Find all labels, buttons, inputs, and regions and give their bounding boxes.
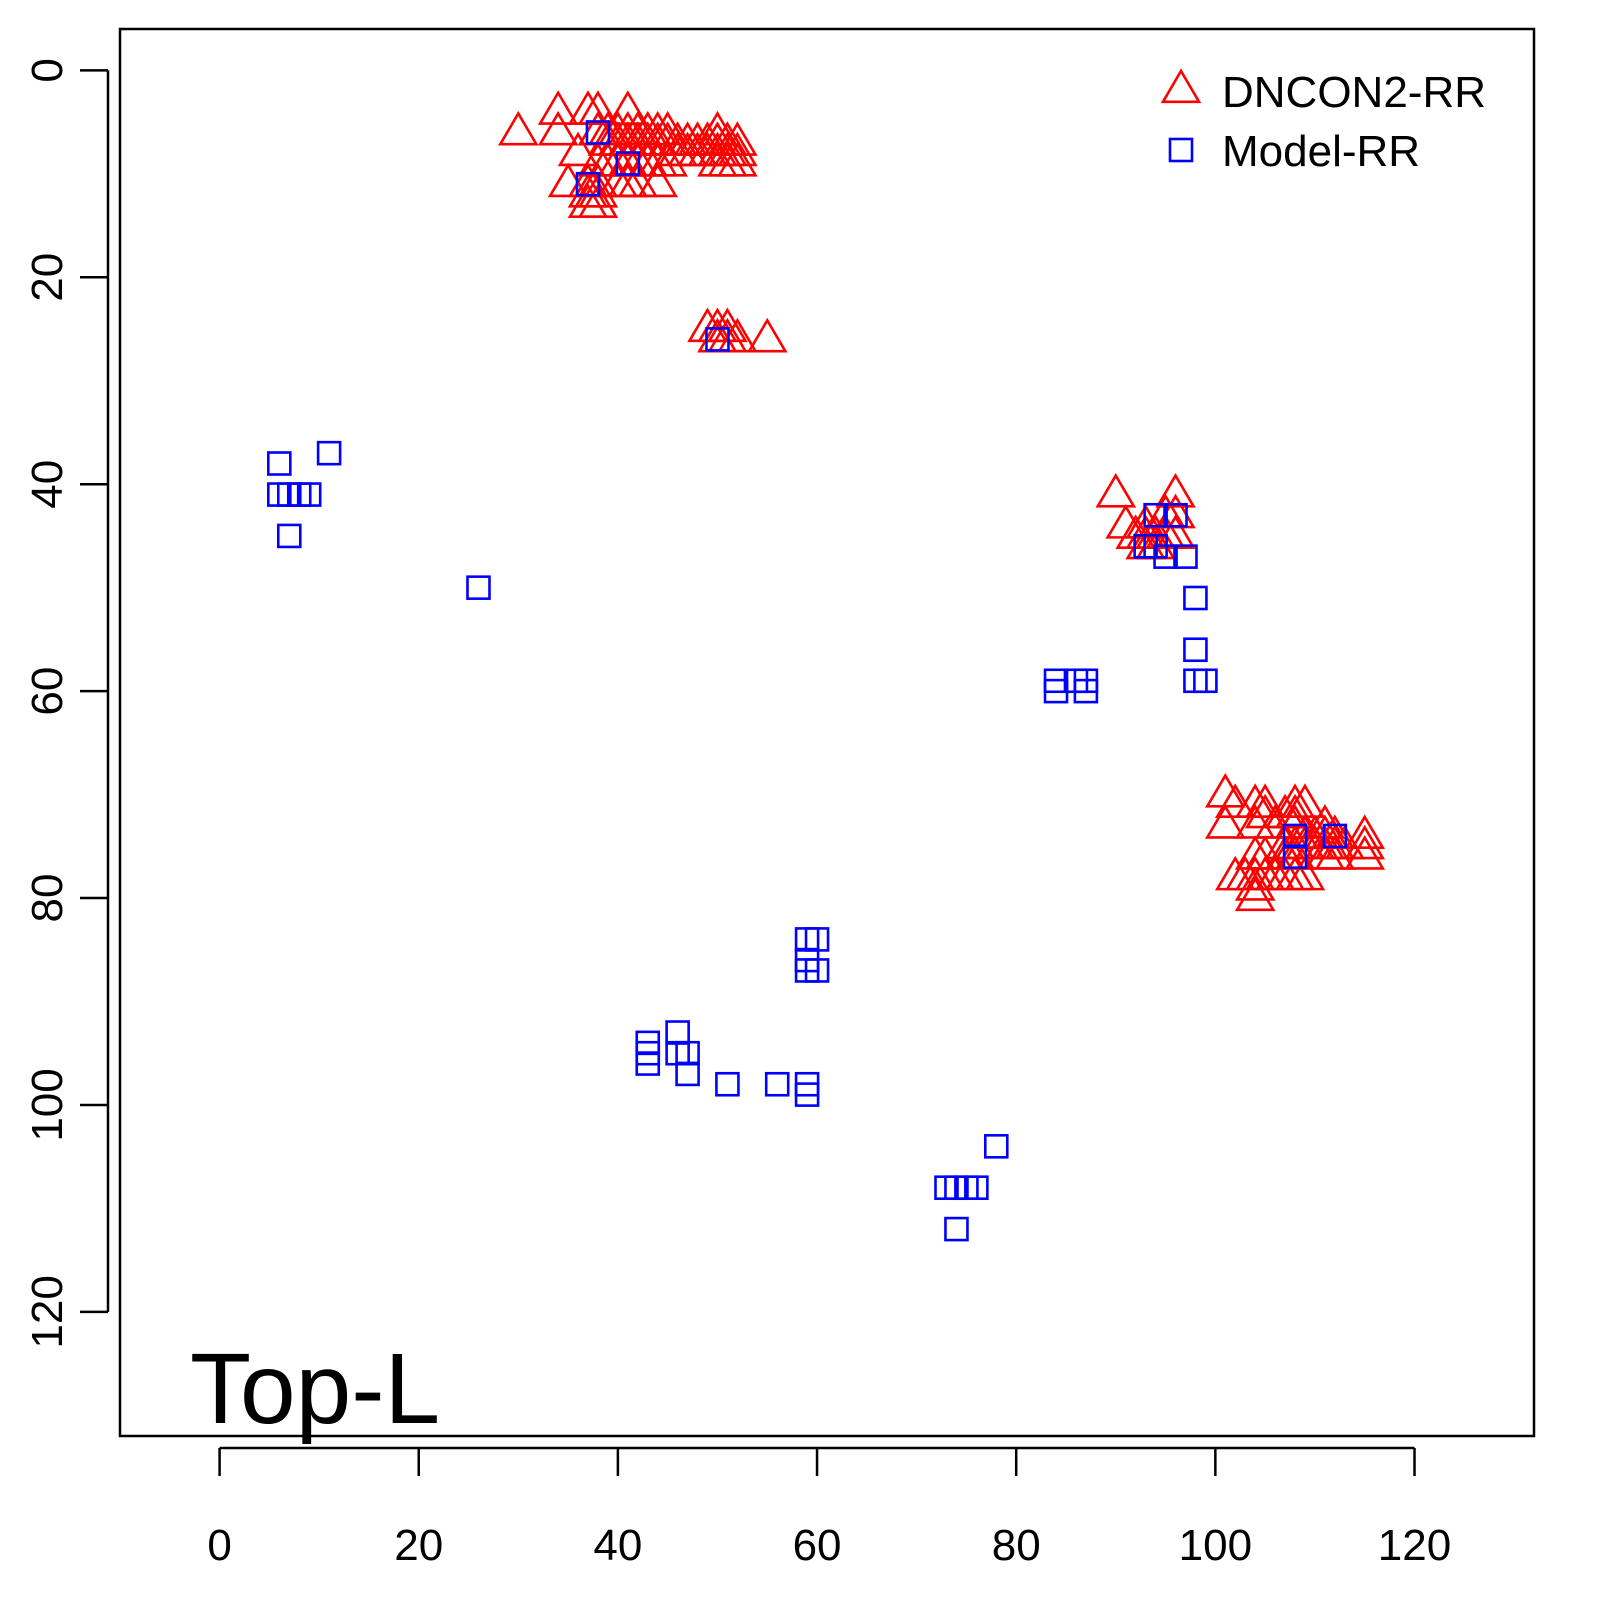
data-point-square — [1073, 678, 1099, 704]
data-point-triangle — [557, 131, 599, 167]
data-point-square — [276, 523, 302, 549]
data-point-square — [267, 451, 292, 476]
data-point-triangle — [637, 162, 679, 198]
data-point-triangle — [1284, 855, 1326, 891]
data-point-square — [615, 151, 641, 176]
data-point-square — [675, 1040, 700, 1066]
data-point-triangle — [1344, 824, 1386, 860]
data-point-square — [316, 440, 342, 466]
data-point-square — [715, 1071, 740, 1097]
data-point-square — [705, 327, 730, 352]
x-tick-label: 20 — [394, 1521, 443, 1570]
data-point-square — [1322, 823, 1348, 849]
data-point-triangle — [1244, 835, 1286, 870]
data-point-triangle — [1214, 783, 1256, 818]
x-tick-label: 80 — [992, 1521, 1041, 1570]
plot-frame — [118, 27, 1536, 1438]
y-axis: 0 20 40 60 80 100 120 — [23, 58, 110, 1349]
series-dncon2-rr — [497, 90, 1386, 912]
y-tick-label: 40 — [23, 460, 72, 509]
legend: DNCON2-RR Model-RR — [1160, 68, 1486, 176]
data-point-square — [1173, 544, 1198, 569]
data-point-triangle — [547, 162, 589, 198]
y-tick-label: 120 — [23, 1275, 72, 1348]
x-tick-label: 60 — [793, 1521, 842, 1570]
x-tick-label: 0 — [207, 1521, 231, 1570]
x-tick-label: 40 — [593, 1521, 642, 1570]
data-point-square — [575, 171, 601, 197]
data-point-triangle — [497, 110, 539, 146]
legend-marker-model-rr — [1168, 137, 1194, 163]
data-point-square — [964, 1175, 989, 1201]
data-point-triangle — [717, 141, 758, 177]
data-point-triangle — [617, 162, 659, 198]
data-point-square — [983, 1134, 1009, 1159]
data-point-triangle — [1244, 793, 1286, 829]
panel-annotation: Top-L — [190, 1333, 440, 1445]
y-tick-label: 20 — [23, 253, 72, 302]
data-point-triangle — [1244, 783, 1286, 818]
data-series — [267, 90, 1386, 1242]
data-point-triangle — [1324, 824, 1366, 860]
x-tick-label: 120 — [1378, 1521, 1451, 1570]
data-point-square — [1282, 823, 1308, 849]
data-point-triangle — [1155, 472, 1196, 508]
data-point-triangle — [537, 110, 579, 146]
data-point-square — [804, 958, 830, 983]
y-tick-label: 100 — [23, 1068, 72, 1141]
data-point-square — [1193, 668, 1218, 694]
series-model-rr — [267, 120, 1348, 1242]
data-point-triangle — [1234, 866, 1276, 901]
data-point-triangle — [537, 90, 579, 125]
x-tick-label: 100 — [1179, 1521, 1252, 1570]
data-point-square — [675, 1061, 700, 1087]
data-point-square — [585, 120, 611, 145]
data-point-triangle — [577, 90, 619, 125]
data-point-triangle — [647, 121, 688, 156]
y-tick-label: 60 — [23, 667, 72, 716]
data-point-triangle — [717, 131, 758, 167]
data-point-square — [1143, 502, 1168, 528]
y-tick-label: 80 — [23, 874, 72, 923]
data-point-triangle — [1095, 472, 1137, 508]
data-point-square — [1282, 844, 1308, 869]
data-point-triangle — [1314, 835, 1356, 870]
data-point-square — [635, 1051, 661, 1076]
data-point-square — [665, 1020, 690, 1045]
data-point-square — [466, 575, 491, 600]
data-point-triangle — [1344, 835, 1386, 870]
y-tick-label: 0 — [23, 58, 72, 82]
data-point-triangle — [1254, 804, 1296, 839]
data-point-square — [1163, 502, 1188, 528]
data-point-triangle — [577, 183, 619, 218]
x-axis: 0 20 40 60 80 100 120 — [207, 1446, 1451, 1570]
data-point-square — [944, 1216, 969, 1242]
data-point-triangle — [1234, 876, 1276, 912]
data-point-triangle — [1105, 504, 1147, 539]
data-point-square — [1153, 544, 1178, 569]
legend-label-dncon2-rr: DNCON2-RR — [1222, 68, 1486, 117]
data-point-square — [764, 1071, 790, 1097]
data-point-triangle — [717, 121, 758, 156]
data-point-square — [1183, 637, 1208, 663]
legend-square-icon — [1168, 137, 1194, 163]
data-point-square — [296, 482, 322, 507]
data-point-triangle — [746, 317, 788, 353]
legend-label-model-rr: Model-RR — [1222, 127, 1420, 176]
data-point-square — [1183, 585, 1208, 611]
data-point-triangle — [577, 172, 619, 208]
data-point-triangle — [1344, 814, 1386, 850]
data-point-triangle — [1204, 804, 1246, 839]
legend-marker-dncon2-rr — [1160, 68, 1202, 104]
data-point-square — [794, 1082, 820, 1107]
legend-triangle-icon — [1160, 68, 1202, 104]
data-point-triangle — [647, 141, 688, 177]
data-point-square — [1043, 678, 1069, 704]
